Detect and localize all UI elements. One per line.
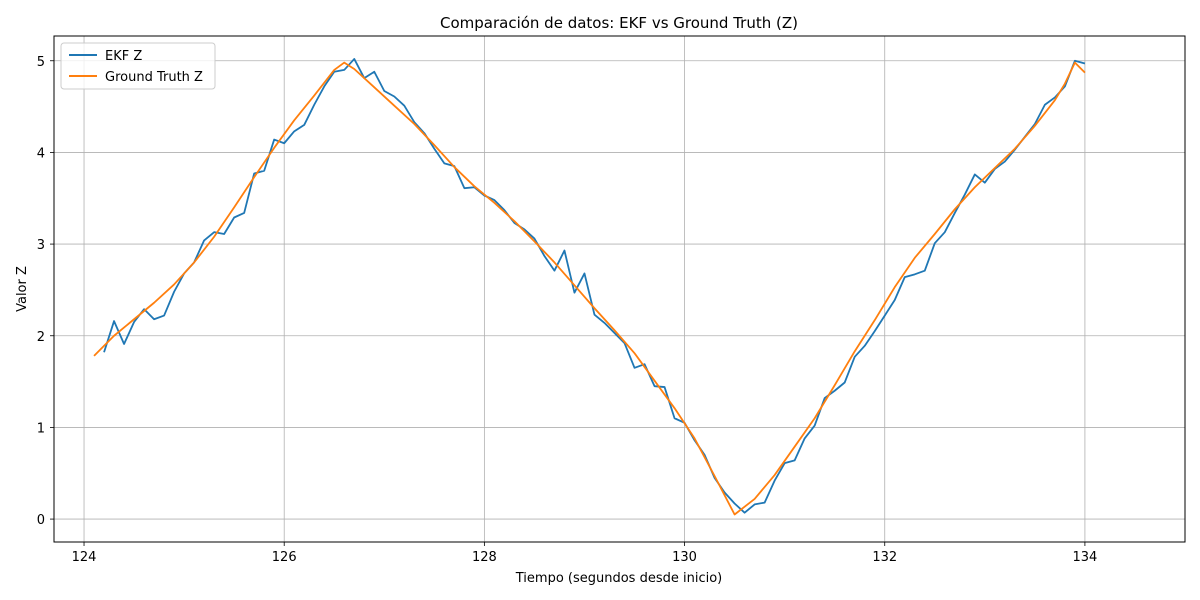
x-axis-ticks: 124 126 128 130 132 134 <box>72 542 1097 565</box>
legend-label-ekf: EKF Z <box>105 49 142 64</box>
x-tick-label: 124 <box>72 550 97 565</box>
plot-frame <box>53 35 1186 543</box>
legend-box <box>60 42 216 90</box>
x-tick-label: 134 <box>1072 550 1097 565</box>
y-axis-label: Valor Z <box>15 266 30 312</box>
x-tick-label: 130 <box>672 550 697 565</box>
series-line-ground-truth-z <box>93 61 1086 516</box>
chart-title: Comparación de datos: EKF vs Ground Trut… <box>440 14 798 32</box>
y-tick-label: 5 <box>37 55 45 70</box>
y-tick-label: 4 <box>37 146 45 161</box>
y-tick-label: 0 <box>37 513 45 528</box>
series-line-ekf-z <box>103 58 1086 514</box>
legend: EKF Z Ground Truth Z <box>60 42 216 90</box>
x-tick-label: 132 <box>872 550 897 565</box>
x-tick-label: 126 <box>272 550 297 565</box>
legend-label-ground-truth: Ground Truth Z <box>105 70 203 85</box>
x-tick-label: 128 <box>472 550 497 565</box>
y-tick-label: 1 <box>37 421 45 436</box>
y-tick-label: 3 <box>37 238 45 253</box>
series-lines <box>93 58 1086 516</box>
y-tick-label: 2 <box>37 330 45 345</box>
x-axis-label: Tiempo (segundos desde inicio) <box>515 571 723 586</box>
y-axis-ticks: 0 1 2 3 4 5 <box>37 55 54 528</box>
